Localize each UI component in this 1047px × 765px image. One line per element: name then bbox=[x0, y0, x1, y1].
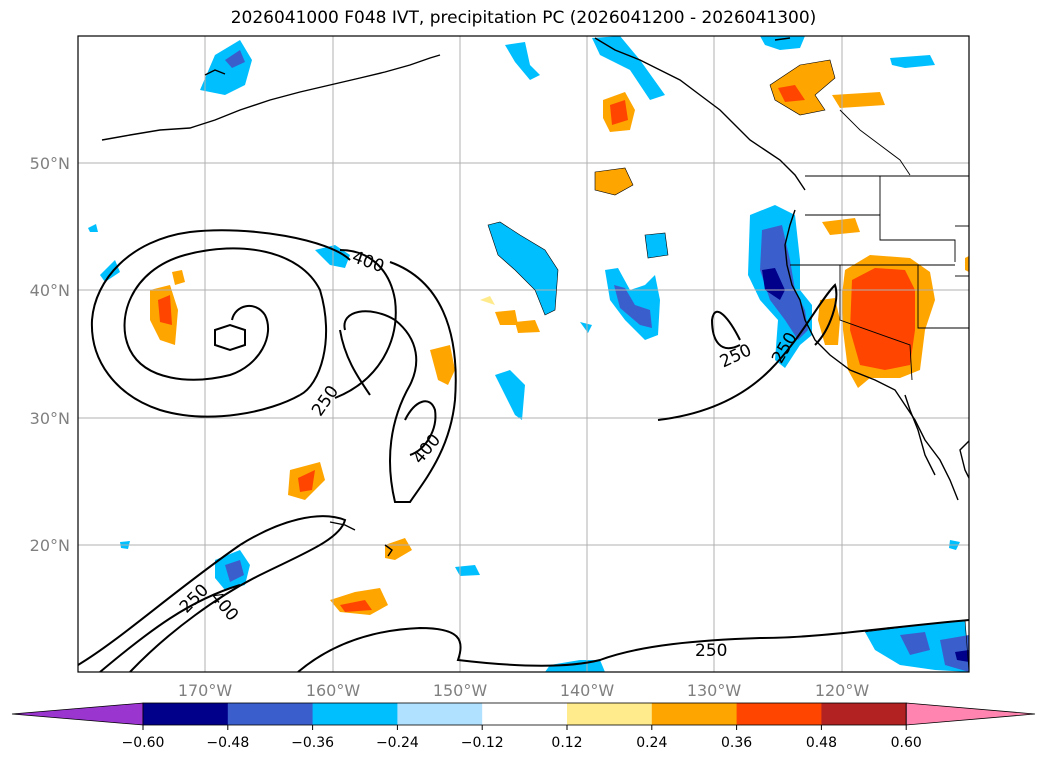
colorbar-ticks: −0.60 −0.48 −0.36 −0.24 −0.12 0.12 0.24 0.36 0.4… bbox=[122, 725, 922, 751]
neg-blob bbox=[760, 225, 808, 340]
contour-label: 250 bbox=[308, 382, 343, 420]
lat-axis: 50°N 40°N 30°N 20°N bbox=[30, 154, 70, 555]
pos-blob bbox=[495, 310, 518, 325]
colorbar-segment bbox=[482, 703, 568, 725]
pos-blob bbox=[770, 60, 835, 115]
neg-blob bbox=[505, 42, 540, 80]
neg-blob bbox=[580, 322, 592, 333]
neg-blob bbox=[100, 260, 120, 282]
coastlines bbox=[101, 37, 969, 557]
pos-blob bbox=[480, 296, 495, 305]
pos-blob bbox=[158, 295, 172, 325]
contour-labels: 400 250 400 250 400 250 250 250 bbox=[176, 247, 802, 661]
neg-blob bbox=[955, 650, 969, 662]
neg-blob bbox=[88, 224, 98, 232]
colorbar bbox=[11, 702, 1036, 726]
precip-fills bbox=[88, 36, 969, 672]
graticule bbox=[78, 36, 969, 672]
neg-blob bbox=[592, 36, 665, 100]
pos-blob bbox=[595, 168, 633, 195]
pos-blob bbox=[298, 470, 315, 492]
colorbar-tick-label: −0.36 bbox=[291, 735, 334, 751]
colorbar-segment bbox=[227, 703, 314, 725]
lon-label: 150°W bbox=[433, 681, 488, 700]
lon-label: 160°W bbox=[306, 681, 361, 700]
map-title: 2026041000 F048 IVT, precipitation PC (2… bbox=[230, 8, 817, 28]
pos-blob bbox=[385, 538, 412, 560]
colorbar-tick-label: 0.36 bbox=[721, 735, 752, 751]
neg-blob bbox=[488, 222, 558, 315]
pos-blob bbox=[515, 320, 540, 333]
lat-label: 20°N bbox=[30, 536, 70, 555]
lat-label: 40°N bbox=[30, 281, 70, 300]
colorbar-tick-label: −0.60 bbox=[122, 735, 165, 751]
colorbar-tick-label: 0.48 bbox=[806, 735, 837, 751]
pos-blob bbox=[430, 345, 455, 385]
colorbar-tick-label: −0.48 bbox=[206, 735, 249, 751]
colorbar-tick-label: 0.24 bbox=[636, 735, 667, 751]
neg-blob bbox=[225, 50, 245, 68]
colorbar-segment bbox=[143, 703, 229, 725]
pos-blob bbox=[850, 268, 915, 370]
contour-label: 250 bbox=[717, 340, 755, 372]
neg-blob bbox=[645, 233, 668, 258]
colorbar-tick-label: 0.60 bbox=[891, 735, 922, 751]
colorbar-tick-label: −0.12 bbox=[461, 735, 504, 751]
neg-blob bbox=[200, 40, 252, 95]
colorbar-segment bbox=[651, 703, 738, 725]
neg-blob bbox=[495, 370, 525, 420]
neg-blob bbox=[760, 36, 805, 50]
neg-blob bbox=[455, 565, 480, 576]
lon-axis: 170°W 160°W 150°W 140°W 130°W 120°W bbox=[178, 681, 870, 700]
colorbar-tick-label: −0.24 bbox=[376, 735, 419, 751]
pos-blob bbox=[778, 85, 805, 102]
colorbar-tick-label: 0.12 bbox=[551, 735, 582, 751]
pos-blob bbox=[340, 600, 372, 612]
contour-label: 400 bbox=[409, 430, 445, 468]
pos-blob bbox=[822, 218, 860, 235]
plot-frame bbox=[77, 35, 970, 673]
neg-blob bbox=[940, 635, 969, 672]
contour-label: 400 bbox=[349, 247, 386, 277]
neg-blob bbox=[900, 632, 930, 655]
colorbar-segment bbox=[312, 703, 398, 725]
colorbar-segment bbox=[821, 703, 907, 725]
lon-label: 170°W bbox=[178, 681, 233, 700]
colorbar-segment bbox=[567, 703, 653, 725]
contour-label: 250 bbox=[695, 641, 727, 661]
colorbar-segment bbox=[397, 703, 483, 725]
lon-label: 120°W bbox=[815, 681, 870, 700]
neg-blob bbox=[762, 268, 785, 300]
colorbar-frame bbox=[142, 702, 907, 726]
neg-blob bbox=[225, 560, 244, 582]
colorbar-segment bbox=[736, 703, 822, 725]
colorbar-extend-min bbox=[11, 702, 144, 726]
neg-blob bbox=[890, 55, 935, 68]
pos-blob bbox=[610, 100, 628, 125]
lon-label: 130°W bbox=[687, 681, 742, 700]
lon-label: 140°W bbox=[560, 681, 615, 700]
lat-label: 30°N bbox=[30, 409, 70, 428]
colorbar-extend-max bbox=[905, 702, 1036, 726]
pos-blob bbox=[832, 92, 885, 108]
ivt-contours bbox=[78, 229, 969, 672]
lat-label: 50°N bbox=[30, 154, 70, 173]
borders bbox=[790, 109, 969, 381]
pos-blob bbox=[965, 256, 969, 272]
pos-blob bbox=[172, 270, 185, 285]
neg-blob bbox=[614, 285, 652, 328]
